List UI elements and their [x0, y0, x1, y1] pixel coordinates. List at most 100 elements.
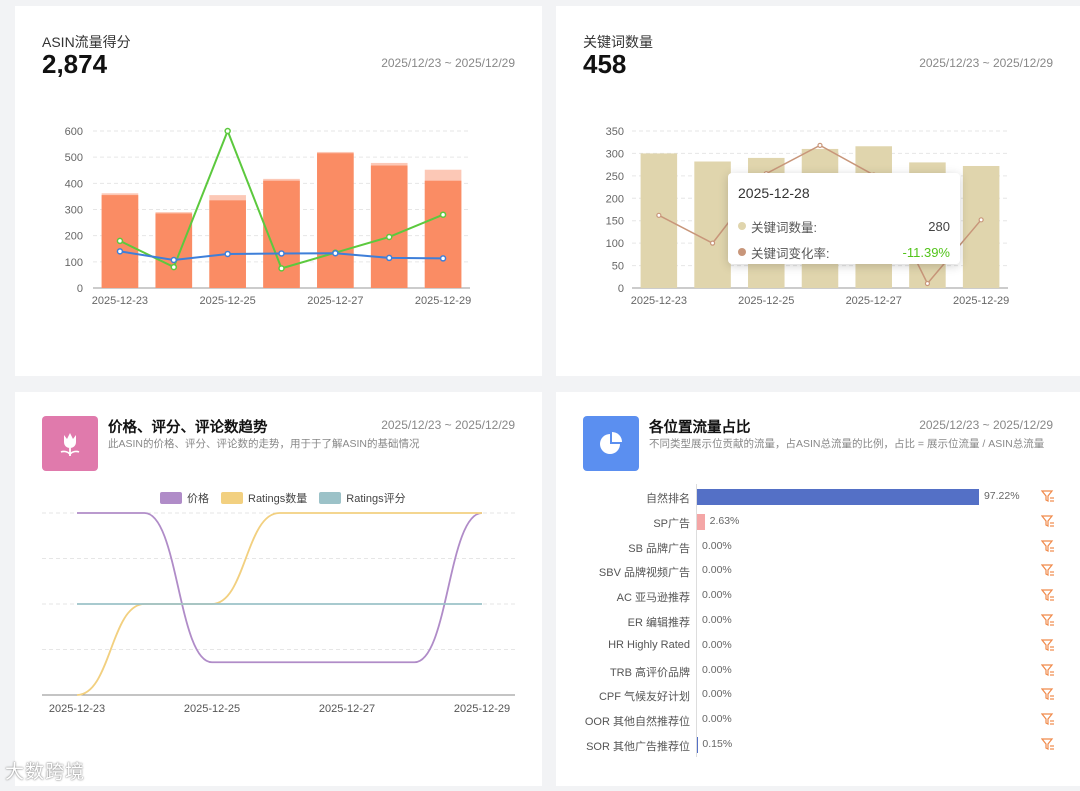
legend-item-ratings-score[interactable]: Ratings评分: [319, 490, 406, 506]
x-tick-label: 2025-12-29: [454, 703, 510, 715]
x-tick-label: 2025-12-27: [319, 703, 375, 715]
position-row: SOR 其他广告推荐位 0.15%: [556, 731, 1080, 757]
data-point: [817, 142, 823, 148]
legend-item-ratings-count[interactable]: Ratings数量: [221, 490, 307, 506]
position-row: HR Highly Rated 0.00%: [556, 632, 1080, 658]
axis-line: [696, 731, 697, 757]
bar: [962, 165, 1000, 288]
y-tick-label: 400: [65, 178, 83, 190]
data-point: [924, 280, 931, 287]
bar: [370, 165, 408, 288]
x-tick-label: 2025-12-25: [738, 295, 794, 307]
x-tick-label: 2025-12-25: [184, 703, 240, 715]
y-tick-label: 200: [606, 193, 624, 205]
position-label: CPF 气候友好计划: [598, 691, 690, 704]
filter-icon[interactable]: [1041, 489, 1055, 503]
y-tick-label: 0: [77, 283, 83, 295]
trend-description: 此ASIN的价格、评分、评论数的走势，用于于了解ASIN的基础情况: [108, 438, 420, 450]
axis-line: [696, 583, 697, 608]
data-point: [978, 217, 984, 223]
tooltip-value: 280: [928, 218, 950, 234]
share-percent: 0.00%: [702, 613, 732, 626]
keyword-count-card: 关键词数量 458 2025/12/23 ~ 2025/12/29 0 50 100…: [556, 6, 1080, 376]
data-point: [170, 263, 178, 271]
share-percent: 0.00%: [702, 688, 732, 701]
series-line: [76, 512, 483, 664]
axis-line: [696, 632, 697, 658]
share-percent: 0.00%: [702, 663, 732, 676]
share-percent: 0.00%: [702, 638, 732, 651]
axis-line: [696, 533, 697, 559]
traffic-score-title: ASIN流量得分: [42, 34, 131, 50]
share-percent: 0.00%: [702, 564, 732, 577]
y-tick-label: 50: [612, 261, 624, 273]
axis-line: [696, 484, 697, 509]
axis-line: [696, 508, 697, 534]
share-icon-box: [583, 416, 639, 471]
filter-icon[interactable]: [1041, 613, 1055, 627]
bar: [640, 153, 678, 288]
bar: [424, 180, 462, 288]
share-percent: 2.63%: [709, 514, 740, 527]
filter-icon[interactable]: [1041, 687, 1055, 701]
data-point: [116, 237, 124, 245]
filter-icon[interactable]: [1041, 712, 1055, 726]
trend-title: 价格、评分、评论数趋势: [108, 420, 268, 436]
filter-icon[interactable]: [1041, 638, 1055, 652]
position-label: SBV 品牌视频广告: [598, 567, 690, 580]
axis-line: [696, 682, 697, 708]
data-point: [278, 265, 285, 272]
legend-swatch: [319, 492, 342, 504]
filter-icon[interactable]: [1041, 539, 1055, 553]
filter-icon[interactable]: [1041, 737, 1055, 751]
position-label: AC 亚马逊推荐: [616, 592, 690, 605]
data-point: [170, 256, 178, 264]
traffic-score-card: ASIN流量得分 2,874 2025/12/23 ~ 2025/12/29 0…: [15, 6, 542, 376]
y-tick-label: 100: [606, 238, 624, 250]
y-tick-label: 200: [65, 231, 83, 243]
trend-chart[interactable]: 2025-12-23 2025-12-25 2025-12-27 2025-12-29: [15, 392, 542, 786]
axis-line: [696, 657, 697, 683]
filter-icon[interactable]: [1041, 663, 1055, 677]
y-tick-label: 100: [65, 257, 83, 269]
trend-card: 价格、评分、评论数趋势 此ASIN的价格、评分、评论数的走势，用于于了解ASIN…: [15, 392, 542, 786]
position-row: TRB 高评价品牌 0.00%: [556, 657, 1080, 683]
legend-label: Ratings评分: [346, 493, 406, 505]
data-point: [116, 248, 124, 255]
legend-item-price[interactable]: 价格: [160, 490, 209, 506]
data-point: [439, 211, 447, 218]
data-point: [709, 240, 716, 246]
data-point: [278, 250, 285, 257]
share-percent: 0.15%: [702, 737, 733, 750]
x-tick-label: 2025-12-29: [415, 295, 471, 307]
x-tick-label: 2025-12-23: [49, 703, 105, 715]
position-row: SP广告 2.63%: [556, 508, 1080, 534]
tulip-icon: [60, 432, 80, 456]
data-point: [656, 212, 662, 218]
bar: [209, 200, 246, 288]
data-point: [224, 127, 231, 135]
share-percent: 0.00%: [702, 589, 732, 602]
series-line: [76, 512, 482, 696]
position-share-title: 各位置流量占比: [649, 420, 751, 436]
keyword-count-date-range: 2025/12/23 ~ 2025/12/29: [919, 56, 1053, 70]
x-tick-label: 2025-12-25: [200, 295, 256, 307]
filter-icon[interactable]: [1041, 588, 1055, 602]
tooltip-row: 关键词数量: 280: [738, 213, 950, 239]
position-label: OOR 其他自然推荐位: [584, 716, 690, 729]
filter-icon[interactable]: [1041, 514, 1055, 528]
traffic-score-chart[interactable]: 0 100 200 300 400 500 600 2025-12-23 2025-12-25 2…: [15, 6, 542, 376]
tooltip-label: 关键词变化率:: [751, 246, 830, 261]
position-row: ER 编辑推荐 0.00%: [556, 607, 1080, 633]
filter-icon[interactable]: [1041, 563, 1055, 577]
y-tick-label: 250: [606, 171, 624, 183]
chart-tooltip: 2025-12-28 关键词数量: 280 关键词变化率: -11.39%: [728, 173, 960, 264]
traffic-score-date-range: 2025/12/23 ~ 2025/12/29: [381, 56, 515, 70]
legend-swatch: [221, 492, 243, 504]
x-tick-label: 2025-12-27: [307, 295, 363, 307]
keyword-count-title: 关键词数量: [583, 34, 653, 50]
data-point: [385, 233, 393, 241]
position-row: SB 品牌广告 0.00%: [556, 533, 1080, 559]
y-tick-label: 350: [606, 126, 624, 138]
y-tick-label: 300: [65, 205, 83, 217]
